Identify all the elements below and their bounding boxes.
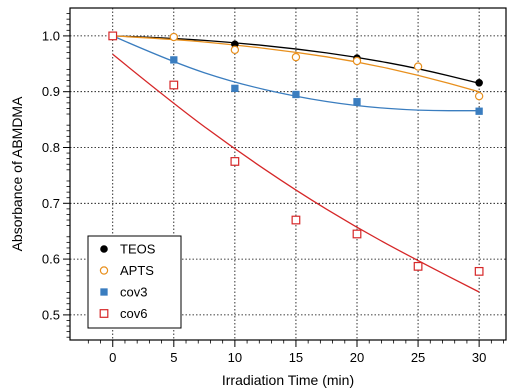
x-tick-label: 10	[228, 350, 242, 365]
x-tick-label: 20	[350, 350, 364, 365]
APTS-data-point	[231, 46, 238, 53]
legend-label: APTS	[120, 263, 154, 278]
cov6-legend-marker	[100, 310, 108, 318]
y-tick-label: 0.5	[42, 307, 60, 322]
APTS-data-point	[170, 33, 177, 40]
cov6-data-point	[170, 81, 178, 89]
cov3-data-point	[171, 57, 178, 64]
x-tick-label: 30	[472, 350, 486, 365]
cov6-data-point	[109, 32, 117, 40]
y-tick-label: 0.6	[42, 252, 60, 267]
cov6-data-point	[414, 263, 422, 271]
APTS-data-point	[292, 54, 299, 61]
cov3-data-point	[232, 85, 239, 92]
y-tick-label: 0.7	[42, 196, 60, 211]
x-tick-label: 5	[170, 350, 177, 365]
legend-label: TEOS	[120, 242, 156, 257]
cov3-data-point	[354, 98, 361, 105]
APTS-data-point	[414, 63, 421, 70]
legend-label: cov3	[120, 285, 147, 300]
cov3-data-point	[476, 108, 483, 115]
y-axis-title: Absorbance of ABMDMA	[9, 96, 25, 252]
x-tick-label: 15	[289, 350, 303, 365]
x-tick-label: 25	[411, 350, 425, 365]
cov3-data-point	[293, 91, 300, 98]
y-tick-label: 0.8	[42, 140, 60, 155]
legend-label: cov6	[120, 306, 147, 321]
legend: TEOS APTS cov3 cov6	[88, 236, 181, 328]
APTS-legend-marker	[100, 267, 107, 274]
x-tick-label: 0	[109, 350, 116, 365]
x-axis-title: Irradiation Time (min)	[222, 372, 354, 388]
APTS-data-point	[353, 57, 360, 64]
cov3-legend-marker	[101, 289, 108, 296]
TEOS-legend-marker	[101, 246, 108, 253]
cov6-data-point	[231, 158, 239, 166]
y-tick-label: 0.9	[42, 84, 60, 99]
TEOS-data-point	[476, 79, 483, 86]
cov6-data-point	[292, 216, 300, 224]
cov6-data-point	[353, 230, 361, 238]
APTS-data-point	[476, 93, 483, 100]
cov6-data-point	[475, 268, 483, 276]
y-tick-label: 1.0	[42, 28, 60, 43]
